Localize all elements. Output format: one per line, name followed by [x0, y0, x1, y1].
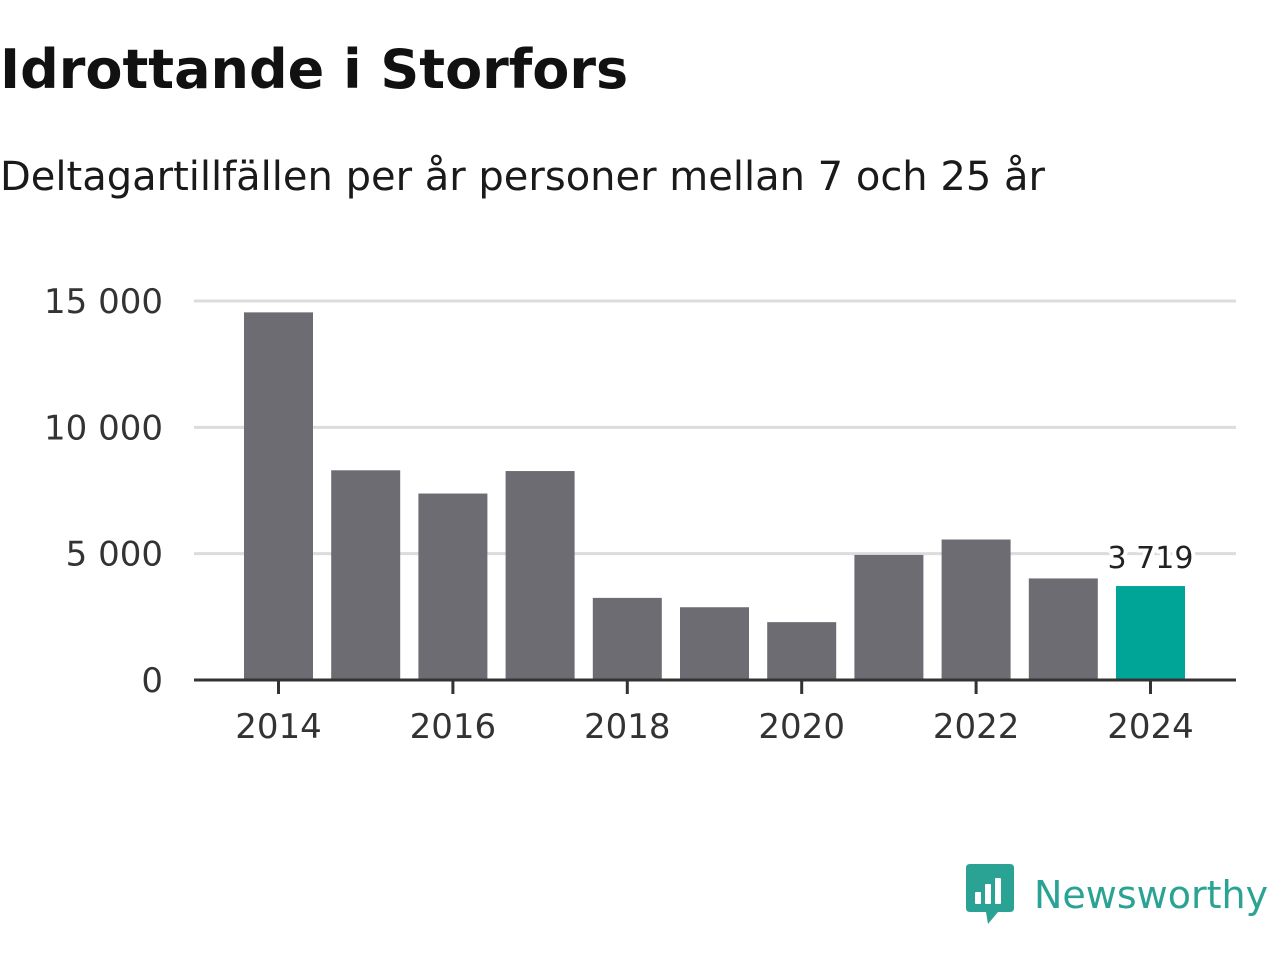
x-tick-label: 2020: [758, 707, 845, 747]
bar-chart: 0 5 000 10 000 15 000 2014 2016 2018 2020 2022 20…: [44, 282, 1236, 747]
bar-2016: [418, 493, 488, 680]
data-label-halo: 3 719: [1108, 541, 1194, 576]
newsworthy-logo: Newsworthy: [964, 864, 1268, 926]
x-tick-label: 2014: [235, 707, 322, 747]
y-tick-label: 10 000: [44, 408, 163, 448]
y-tick-label: 5 000: [66, 535, 163, 575]
x-tick-label: 2016: [410, 707, 497, 747]
bar-2022: [941, 539, 1011, 680]
bar-2024: [1116, 586, 1185, 680]
x-tick-label: 2018: [584, 707, 671, 747]
bar-2019: [680, 607, 749, 680]
bar-2018: [592, 597, 662, 680]
bar-2021: [854, 554, 924, 680]
y-tick-label: 0: [141, 661, 163, 701]
bar-2023: [1028, 578, 1098, 680]
chart-subtitle: Deltagartillfällen per år personer mella…: [0, 154, 1045, 200]
bar-2014: [244, 312, 313, 680]
brand-name: Newsworthy: [1034, 873, 1269, 917]
bar-2017: [505, 471, 575, 680]
y-tick-label: 15 000: [44, 282, 163, 322]
x-tick-label: 2022: [933, 707, 1020, 747]
data-label-2024: 3 719: [1108, 541, 1194, 576]
bar-2015: [331, 470, 401, 680]
newsworthy-logo-icon: [966, 864, 1014, 924]
bar-2020: [767, 622, 837, 680]
chart-title: Idrottande i Storfors: [0, 38, 629, 101]
x-tick-label: 2024: [1107, 707, 1194, 747]
